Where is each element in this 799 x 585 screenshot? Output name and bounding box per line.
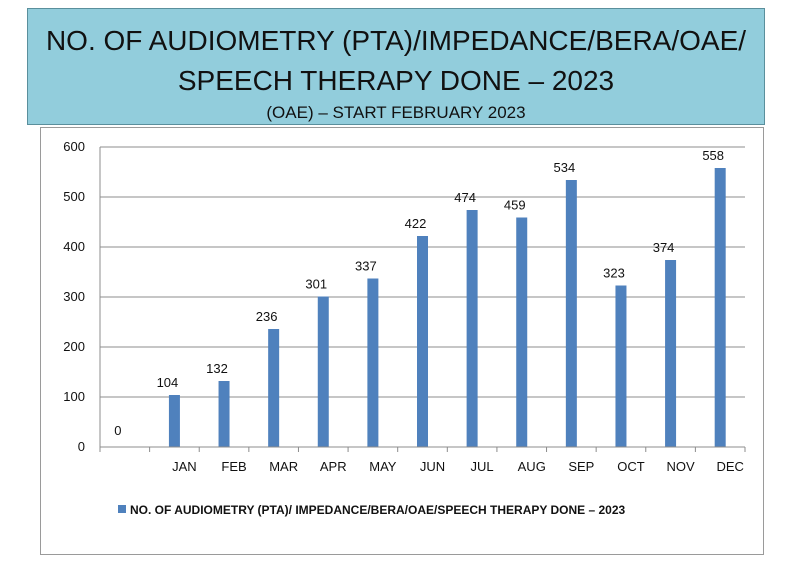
data-label: 132 bbox=[206, 361, 228, 376]
data-label: 534 bbox=[553, 160, 575, 175]
bar-chart: 0 100 200 300 400 500 600 0 104 JAN 132 FEB 236 MAR 30… bbox=[63, 139, 746, 517]
chart-frame: 0 100 200 300 400 500 600 0 104 JAN 132 FEB 236 MAR 30… bbox=[40, 127, 764, 555]
bar-jan bbox=[168, 395, 180, 447]
y-tick-label: 300 bbox=[63, 289, 85, 304]
bar-may bbox=[367, 278, 379, 447]
bar-aug bbox=[516, 217, 528, 447]
y-tick-label: 600 bbox=[63, 139, 85, 154]
x-tick-label: JAN bbox=[172, 459, 197, 474]
legend-label: NO. OF AUDIOMETRY (PTA)/ IMPEDANCE/BERA/… bbox=[130, 503, 626, 517]
chart-title-line-2: SPEECH THERAPY DONE – 2023 bbox=[177, 65, 615, 96]
data-label: 422 bbox=[405, 216, 427, 231]
bar-nov bbox=[665, 260, 677, 447]
data-label: 374 bbox=[653, 240, 675, 255]
x-tick-label: MAY bbox=[369, 459, 397, 474]
chart-subtitle: (OAE) – START FEBRUARY 2023 bbox=[266, 103, 526, 122]
data-label: 558 bbox=[702, 148, 724, 163]
x-tick-label: SEP bbox=[568, 459, 594, 474]
x-tick-label: MAR bbox=[269, 459, 298, 474]
x-tick-label: FEB bbox=[221, 459, 246, 474]
bar-feb bbox=[218, 381, 230, 447]
x-tick-label: JUN bbox=[420, 459, 445, 474]
data-label: 301 bbox=[305, 277, 327, 292]
bar-dec bbox=[714, 168, 726, 447]
bar-apr bbox=[317, 296, 329, 447]
y-tick-label: 400 bbox=[63, 239, 85, 254]
y-tick-label: 0 bbox=[78, 439, 85, 454]
data-label: 236 bbox=[256, 309, 278, 324]
bar-jul bbox=[466, 210, 478, 447]
x-tick-label: NOV bbox=[666, 459, 695, 474]
x-tick-label: OCT bbox=[617, 459, 645, 474]
x-tick-label: AUG bbox=[518, 459, 546, 474]
data-label: 337 bbox=[355, 259, 377, 274]
data-label: 474 bbox=[454, 190, 476, 205]
bar-oct bbox=[615, 285, 627, 447]
data-label: 104 bbox=[157, 375, 179, 390]
data-label: 323 bbox=[603, 266, 625, 281]
y-tick-label: 200 bbox=[63, 339, 85, 354]
bar-sep bbox=[565, 180, 577, 447]
bar-mar bbox=[268, 329, 280, 447]
x-tick-label: JUL bbox=[471, 459, 494, 474]
data-label: 0 bbox=[114, 423, 121, 438]
x-tick-label: APR bbox=[320, 459, 347, 474]
y-tick-label: 100 bbox=[63, 389, 85, 404]
y-tick-label: 500 bbox=[63, 189, 85, 204]
x-tick-label: DEC bbox=[716, 459, 743, 474]
chart-title-box: NO. OF AUDIOMETRY (PTA)/IMPEDANCE/BERA/O… bbox=[27, 8, 765, 125]
data-label: 459 bbox=[504, 198, 526, 213]
bar-jun bbox=[417, 236, 428, 447]
chart-title-line-1: NO. OF AUDIOMETRY (PTA)/IMPEDANCE/BERA/O… bbox=[45, 25, 747, 56]
legend-swatch bbox=[118, 505, 126, 513]
